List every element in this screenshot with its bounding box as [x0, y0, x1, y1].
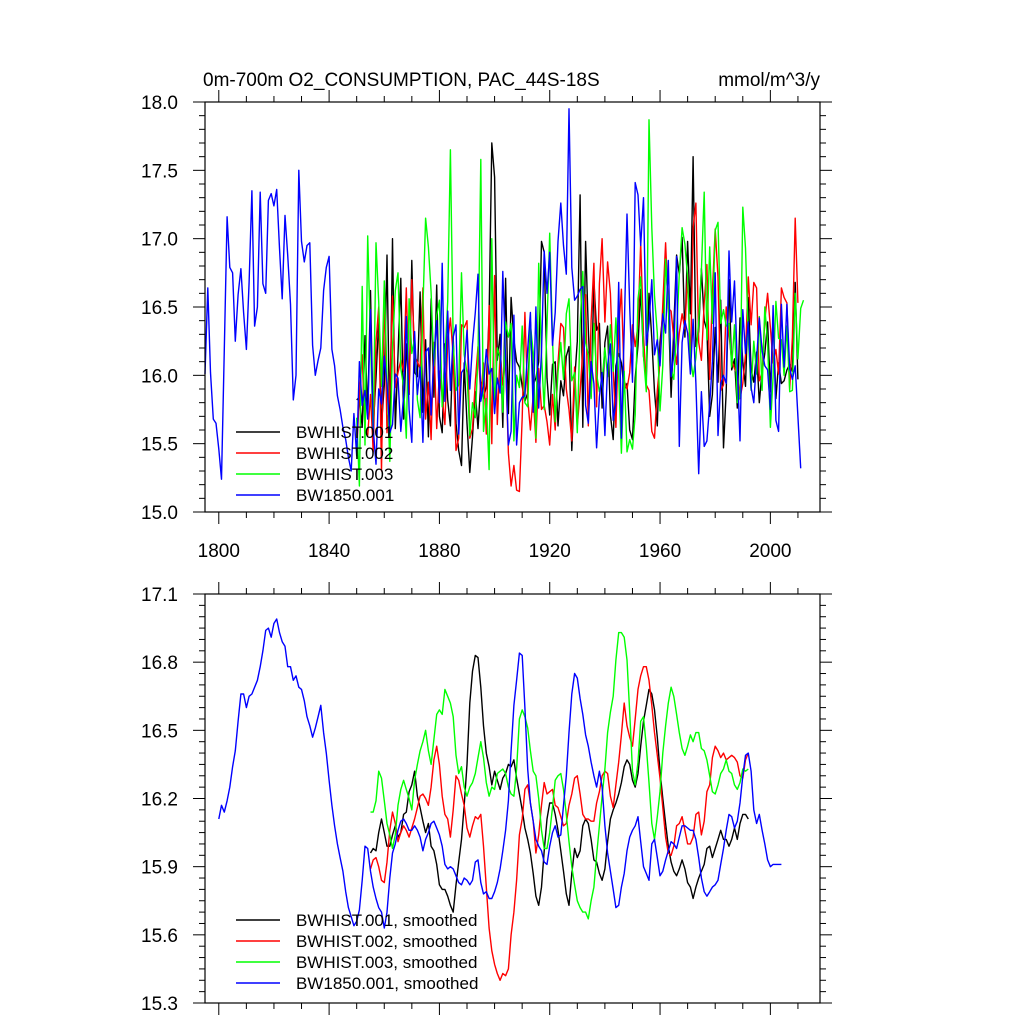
legend-label: BWHIST.002, smoothed [296, 932, 477, 951]
y-tick-label: 17.0 [141, 230, 178, 251]
series-line-bwhist-001 [356, 142, 799, 474]
x-tick-label: 1920 [529, 541, 571, 562]
y-tick-label: 15.5 [141, 435, 178, 456]
legend-label: BWHIST.001 [296, 423, 393, 442]
series-line-bwhist-003-smoothed [370, 631, 749, 920]
bottom-panel-smoothed: 15.3 15.6 15.9 16.2 16.5 16.8 17.1 BWHIST.001,… [141, 582, 832, 1015]
y-tick-label: 16.5 [141, 721, 178, 742]
legend-label: BW1850.001 [296, 486, 394, 505]
y-tick-label: 16.8 [141, 653, 178, 674]
y-tick-label: 16.2 [141, 790, 178, 811]
series-line-bwhist-003 [356, 119, 805, 487]
series-line-bw1850-001 [204, 108, 802, 480]
y-tick-label: 17.1 [141, 585, 178, 606]
y-tick-label: 16.5 [141, 298, 178, 319]
y-tick-label: 17.5 [141, 161, 178, 182]
chart-title: 0m-700m O2_CONSUMPTION, PAC_44S-18S [203, 70, 600, 91]
bottom-series-lines [218, 618, 782, 981]
x-tick-label: 1960 [639, 541, 681, 562]
bottom-axis-ticks [193, 582, 832, 1015]
top-legend: BWHIST.001 BWHIST.002 BWHIST.003 BW1850.001 [236, 423, 394, 505]
y-tick-label: 16.0 [141, 366, 178, 387]
series-line-bwhist-001-smoothed [369, 654, 749, 913]
y-tick-label: 15.9 [141, 858, 178, 879]
y-tick-label: 18.0 [141, 93, 178, 114]
series-line-bwhist-002-smoothed [369, 666, 749, 981]
bottom-axis-tick-labels: 15.3 15.6 15.9 16.2 16.5 16.8 17.1 [141, 585, 178, 1015]
top-axis-ticks [193, 90, 832, 524]
legend-label: BWHIST.003 [296, 465, 393, 484]
x-tick-label: 1880 [418, 541, 460, 562]
top-series-lines [204, 108, 805, 493]
y-tick-label: 15.6 [141, 926, 178, 947]
chart-units: mmol/m^3/y [718, 70, 820, 91]
legend-label: BWHIST.001, smoothed [296, 911, 477, 930]
top-plot-frame [204, 101, 821, 513]
x-tick-label: 1840 [308, 541, 350, 562]
series-line-bw1850-001-smoothed [218, 618, 782, 929]
y-tick-label: 15.3 [141, 994, 178, 1015]
bottom-legend: BWHIST.001, smoothed BWHIST.002, smoothed… [236, 911, 478, 993]
y-tick-label: 15.0 [141, 503, 178, 524]
bottom-plot-frame [204, 593, 821, 1004]
x-tick-label: 2000 [749, 541, 791, 562]
legend-label: BWHIST.002 [296, 444, 393, 463]
x-tick-label: 1800 [198, 541, 240, 562]
legend-label: BWHIST.003, smoothed [296, 953, 477, 972]
legend-label: BW1850.001, smoothed [296, 974, 478, 993]
top-axis-tick-labels: 1800 1840 1880 1920 1960 2000 15.0 15.5 16.0 16.5… [141, 93, 791, 562]
top-panel-o2-consumption: 0m-700m O2_CONSUMPTION, PAC_44S-18S mmol… [141, 70, 832, 562]
